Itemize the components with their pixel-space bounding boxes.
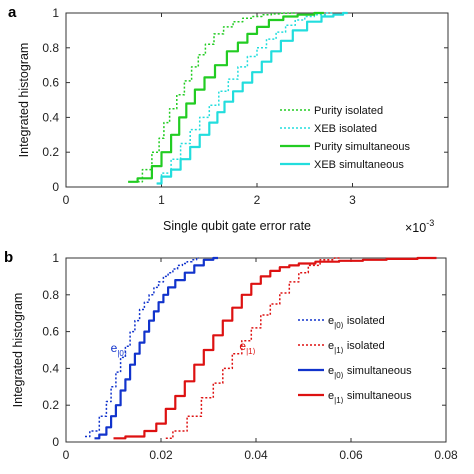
- x-tick-label: 0.06: [339, 448, 363, 462]
- annotation-label-0: e|0⟩: [111, 341, 127, 358]
- y-tick-label: 0.2: [42, 398, 59, 412]
- y-tick-label: 0.4: [42, 361, 59, 375]
- series-group: [128, 11, 348, 185]
- x-tick-label: 0: [63, 448, 70, 462]
- series-group: [85, 256, 437, 440]
- y-tick-label: 0.4: [42, 110, 59, 124]
- legend-entry-subscript: |0⟩: [334, 321, 344, 330]
- legend-entry-3: e|1⟩ simultaneous: [328, 390, 412, 405]
- legend-entry-suffix: simultaneous: [344, 365, 412, 377]
- legend-entry-0: Purity isolated: [314, 105, 383, 117]
- annotation-subscript: |0⟩: [117, 349, 127, 358]
- y-tick-label: 0.2: [42, 145, 59, 159]
- chart-panel-a: 0 1 2 3 0 0.2 0.4 0.6 0.8 1 Single qubit gate erro…: [8, 4, 449, 235]
- legend: Purity isolated XEB isolated Purity simult…: [280, 105, 410, 171]
- y-tick-label: 1: [52, 251, 59, 265]
- chart-panel-b: 0 0.02 0.04 0.06 0.08 0 0.2 0.4 0.6 0.8 1 Integrate…: [4, 249, 458, 462]
- y-axis-label: Integrated histogram: [11, 293, 25, 408]
- y-tick-label: 1: [52, 6, 59, 20]
- legend-entry-0: e|0⟩ isolated: [328, 315, 385, 330]
- series-line-2: [128, 11, 324, 183]
- legend-entry-1: XEB isolated: [314, 123, 377, 135]
- legend-entry-subscript: |0⟩: [334, 371, 344, 380]
- x-tick-label: 0.02: [149, 448, 173, 462]
- legend-entry-subscript: |1⟩: [334, 396, 344, 405]
- annotation-subscript: |1⟩: [246, 347, 256, 356]
- series-line-0: [85, 257, 199, 438]
- x-tick-label: 2: [254, 193, 261, 207]
- legend-entry-2: Purity simultaneous: [314, 141, 410, 153]
- series-line-3: [156, 11, 348, 185]
- x-axis-label: Single qubit gate error rate: [163, 219, 311, 233]
- x-tick-label: 0.04: [244, 448, 268, 462]
- x-tick-label: 3: [349, 193, 356, 207]
- x-tick-label: 1: [158, 193, 165, 207]
- legend-entry-1: e|1⟩ isolated: [328, 340, 385, 355]
- series-line-3: [113, 256, 437, 440]
- series-line-1: [156, 12, 334, 185]
- x-axis-multiplier: ×10-3: [405, 218, 434, 235]
- legend-entry-subscript: |1⟩: [334, 346, 344, 355]
- panel-letter: a: [8, 4, 17, 21]
- y-tick-label: 0.6: [42, 325, 59, 339]
- x-tick-label: 0.08: [434, 448, 458, 462]
- x-tick-label: 0: [63, 193, 70, 207]
- series-line-1: [165, 257, 342, 440]
- y-axis-label: Integrated histogram: [17, 43, 31, 158]
- panel-letter: b: [4, 249, 13, 266]
- legend-entry-2: e|0⟩ simultaneous: [328, 365, 412, 380]
- legend-entry-suffix: isolated: [344, 340, 385, 352]
- y-tick-label: 0.6: [42, 76, 59, 90]
- y-tick-label: 0: [52, 180, 59, 194]
- y-tick-label: 0.8: [42, 288, 59, 302]
- y-tick-label: 0: [52, 435, 59, 449]
- legend-entry-suffix: isolated: [344, 315, 385, 327]
- legend: e|0⟩ isolated e|1⟩ isolated e|0⟩ simultane…: [298, 315, 412, 405]
- legend-entry-3: XEB simultaneous: [314, 159, 404, 171]
- x-axis-multiplier-exponent: -3: [426, 218, 434, 228]
- series-line-0: [137, 12, 296, 183]
- y-tick-label: 0.8: [42, 41, 59, 55]
- series-line-2: [94, 256, 218, 440]
- legend-entry-suffix: simultaneous: [344, 390, 412, 402]
